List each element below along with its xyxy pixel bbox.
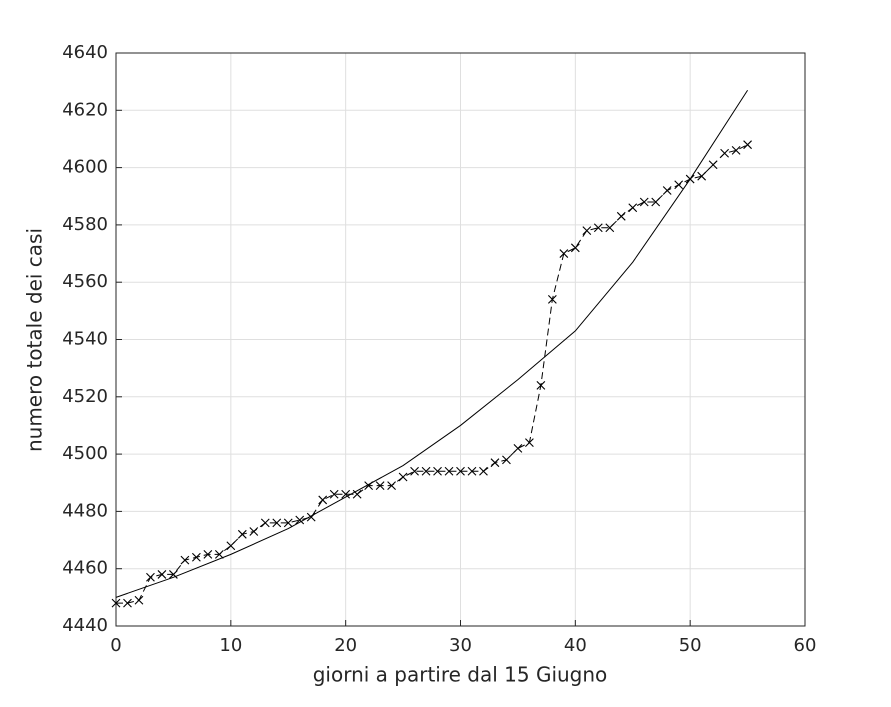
marker: [708, 160, 718, 170]
y-tick-label: 4440: [62, 615, 108, 636]
marker: [260, 518, 270, 528]
x-tick-label: 0: [110, 635, 121, 656]
marker: [605, 223, 615, 233]
marker: [456, 466, 465, 476]
marker: [157, 570, 167, 579]
marker: [111, 598, 121, 608]
marker: [237, 529, 247, 539]
marker: [502, 455, 511, 465]
marker: [421, 466, 431, 476]
y-tick-label: 4540: [62, 329, 108, 350]
y-tick-label: 4620: [62, 99, 108, 120]
line: [115, 89, 749, 598]
marker: [134, 595, 144, 605]
plot-frame: [115, 52, 806, 627]
x-axis-label: giorni a partire dal 15 Giugno: [313, 663, 608, 687]
marker: [536, 380, 546, 390]
marker: [651, 197, 661, 207]
marker: [398, 472, 408, 482]
y-tick-label: 4480: [62, 500, 108, 521]
y-tick-label: 4600: [62, 157, 108, 178]
marker: [352, 489, 362, 499]
marker: [191, 552, 201, 562]
marker: [169, 570, 178, 579]
marker: [295, 515, 305, 525]
y-tick-label: 4500: [62, 443, 108, 464]
x-tick-label: 60: [794, 635, 817, 656]
marker: [387, 481, 396, 491]
marker: [249, 527, 259, 536]
marker: [318, 495, 328, 505]
marker: [628, 203, 638, 213]
marker: [662, 186, 672, 195]
marker: [731, 146, 741, 155]
marker: [616, 211, 626, 221]
marker: [513, 443, 523, 453]
marker: [444, 466, 454, 476]
marker: [226, 541, 236, 551]
marker: [272, 518, 282, 528]
marker: [582, 226, 592, 236]
marker: [720, 148, 730, 158]
marker: [559, 249, 569, 258]
marker: [697, 171, 707, 181]
x-tick-label: 10: [219, 635, 242, 656]
marker: [180, 555, 190, 565]
marker: [123, 598, 132, 608]
marker: [203, 549, 213, 559]
y-axis-label: numero totale dei casi: [23, 228, 47, 452]
marker: [410, 466, 419, 476]
marker: [283, 518, 293, 528]
marker: [329, 489, 339, 499]
marker: [146, 572, 155, 582]
marker: [570, 243, 580, 253]
marker: [674, 180, 684, 190]
marker: [341, 489, 351, 499]
y-tick-label: 4580: [62, 214, 108, 235]
marker: [593, 223, 603, 233]
marker: [547, 295, 557, 304]
marker: [639, 197, 649, 207]
marker: [375, 481, 385, 491]
line: [116, 144, 748, 604]
marker: [490, 458, 500, 468]
x-tick-label: 40: [564, 635, 587, 656]
marker: [214, 549, 224, 559]
marker: [525, 438, 534, 448]
marker: [743, 140, 752, 150]
y-tick-label: 4560: [62, 271, 108, 292]
y-tick-label: 4520: [62, 386, 108, 407]
marker: [467, 466, 477, 476]
marker: [433, 466, 442, 476]
x-tick-label: 20: [334, 635, 357, 656]
y-tick-label: 4460: [62, 558, 108, 579]
x-tick-label: 50: [679, 635, 702, 656]
y-tick-label: 4640: [62, 42, 108, 63]
marker: [479, 466, 488, 476]
x-tick-label: 30: [449, 635, 472, 656]
